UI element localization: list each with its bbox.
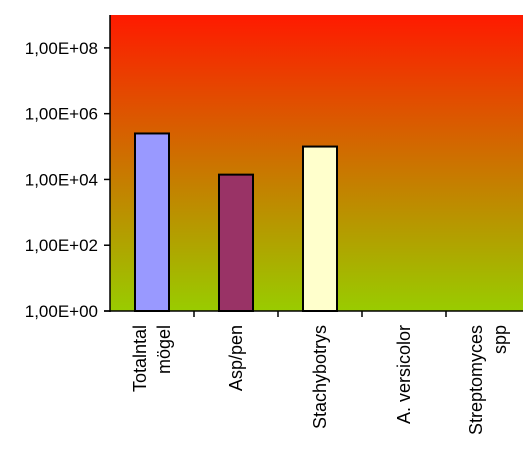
y-tick-label: 1,00E+02 [25,236,98,255]
bar-group [134,132,338,312]
y-tick-labels: 1,00E+00 1,00E+02 1,00E+04 1,00E+06 1,00E+08 [25,39,98,321]
bar-2 [218,173,254,312]
y-tick-label: 1,00E+06 [25,105,98,124]
x-tick-label: Totalntal [130,325,150,392]
bar-3 [302,145,338,312]
y-tick-label: 1,00E+04 [25,170,98,189]
x-tick-labels: Totalntal mögel Asp/pen Stachybotrys A. vers… [130,325,510,435]
y-tick-label: 1,00E+08 [25,39,98,58]
x-tick-label: Stachybotrys [310,325,330,429]
x-tick-label: Streptomyces [466,325,486,435]
x-tick-label: mögel [154,325,174,374]
bar-1 [134,132,170,312]
x-tick-label: Asp/pen [226,325,246,391]
x-tick-label: spp [490,325,510,354]
x-tick-label: A. versicolor [394,325,414,424]
axes [104,15,523,317]
y-tick-label: 1,00E+00 [25,302,98,321]
